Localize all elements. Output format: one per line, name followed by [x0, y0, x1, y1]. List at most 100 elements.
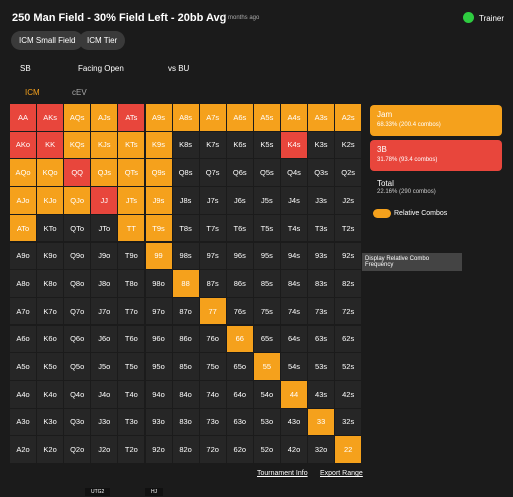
range-cell: A8s — [172, 104, 199, 131]
range-cell: A6s — [226, 104, 253, 131]
range-cell: A2s — [335, 104, 362, 131]
range-cell: 53s — [308, 353, 335, 380]
range-cell: T7s — [199, 214, 226, 242]
range-cell: 42s — [335, 381, 362, 408]
range-cell: T7o — [118, 297, 145, 325]
tag[interactable]: ICM Small Field — [11, 31, 84, 50]
range-cell: AQs — [64, 104, 91, 131]
range-cell: Q9s — [145, 159, 172, 186]
range-cell: KK — [37, 131, 64, 159]
range-cell: A5o — [10, 353, 36, 380]
range-cell: Q3s — [308, 159, 335, 186]
range-cell: 73o — [199, 408, 226, 436]
range-cell: Q7o — [64, 297, 91, 325]
range-cell: 92o — [145, 436, 172, 463]
range-cell: K6s — [226, 131, 253, 159]
range-cell: T8o — [118, 270, 145, 297]
range-cell: KTs — [118, 131, 145, 159]
range-cell: K9o — [37, 242, 64, 270]
range-cell: J9o — [91, 242, 118, 270]
range-cell: QQ — [64, 159, 91, 186]
range-cell: 73s — [308, 297, 335, 325]
range-cell: JTs — [118, 187, 145, 214]
legend-detail: 68.33% (200.4 combos) — [377, 122, 441, 128]
range-cell: AJs — [91, 104, 118, 131]
range-cell: Q7s — [199, 159, 226, 186]
range-cell: 32o — [308, 436, 335, 463]
total-label: Total — [377, 179, 394, 188]
range-cell: Q8o — [64, 270, 91, 297]
range-cell: KQs — [64, 131, 91, 159]
range-cell: 74s — [281, 297, 307, 325]
trainer-button[interactable]: Trainer — [479, 14, 505, 23]
range-cell: 66 — [226, 325, 253, 353]
range-cell: 93s — [308, 242, 335, 270]
legend-name: 3B — [377, 145, 387, 154]
range-cell: QTo — [64, 214, 91, 242]
range-cell: 53o — [253, 408, 280, 436]
range-cell: A9o — [10, 242, 36, 270]
range-cell: AKo — [10, 131, 36, 159]
tab[interactable]: cEV — [72, 88, 87, 97]
range-cell: 88 — [172, 270, 199, 297]
tooltip: Display Relative Combo Frequency — [362, 253, 462, 271]
range-cell: 63o — [226, 408, 253, 436]
range-cell: A7s — [199, 104, 226, 131]
range-cell: Q2o — [64, 436, 91, 463]
trainer-icon[interactable] — [463, 12, 474, 23]
range-cell: J3o — [91, 408, 118, 436]
range-cell: A4o — [10, 381, 36, 408]
range-cell: 75o — [199, 353, 226, 380]
range-cell: T3o — [118, 408, 145, 436]
selector[interactable]: SB — [20, 64, 31, 73]
range-cell: T9s — [145, 214, 172, 242]
range-cell: 82o — [172, 436, 199, 463]
link[interactable]: Export Range — [320, 470, 363, 477]
range-cell: 63s — [308, 325, 335, 353]
range-cell: 74o — [199, 381, 226, 408]
range-cell: 86s — [226, 270, 253, 297]
range-cell: Q2s — [335, 159, 362, 186]
range-cell: 83s — [308, 270, 335, 297]
range-cell: 44 — [281, 381, 307, 408]
selector[interactable]: vs BU — [168, 64, 190, 73]
range-cell: 93o — [145, 408, 172, 436]
range-cell: T6s — [226, 214, 253, 242]
range-cell: K2s — [335, 131, 362, 159]
range-cell: Q5s — [253, 159, 280, 186]
range-cell: 83o — [172, 408, 199, 436]
range-cell: K5s — [253, 131, 280, 159]
tag[interactable]: ICM Tier — [79, 31, 126, 50]
link[interactable]: Tournament Info — [257, 470, 308, 477]
range-cell: 22 — [335, 436, 362, 463]
range-cell: 87o — [172, 297, 199, 325]
range-cell: J4o — [91, 381, 118, 408]
range-cell: J2o — [91, 436, 118, 463]
range-cell: J8o — [91, 270, 118, 297]
range-cell: J6o — [91, 325, 118, 353]
selector[interactable]: Facing Open — [78, 64, 124, 73]
range-cell: 84o — [172, 381, 199, 408]
range-cell: J2s — [335, 187, 362, 214]
range-cell: KTo — [37, 214, 64, 242]
toggle[interactable] — [373, 209, 391, 218]
range-cell: A8o — [10, 270, 36, 297]
range-cell: 95o — [145, 353, 172, 380]
range-cell: Q6o — [64, 325, 91, 353]
range-cell: 94o — [145, 381, 172, 408]
range-cell: 65s — [253, 325, 280, 353]
tab[interactable]: ICM — [25, 88, 40, 97]
timestamp: 7 months ago — [223, 15, 260, 21]
range-cell: 33 — [308, 408, 335, 436]
range-cell: J5o — [91, 353, 118, 380]
range-cell: T2s — [335, 214, 362, 242]
range-cell: 82s — [335, 270, 362, 297]
range-cell: 95s — [253, 242, 280, 270]
range-cell: 64s — [281, 325, 307, 353]
range-cell: 65o — [226, 353, 253, 380]
range-cell: 64o — [226, 381, 253, 408]
range-cell: A6o — [10, 325, 36, 353]
legend-name: Jam — [377, 110, 393, 119]
range-cell: T4s — [281, 214, 307, 242]
